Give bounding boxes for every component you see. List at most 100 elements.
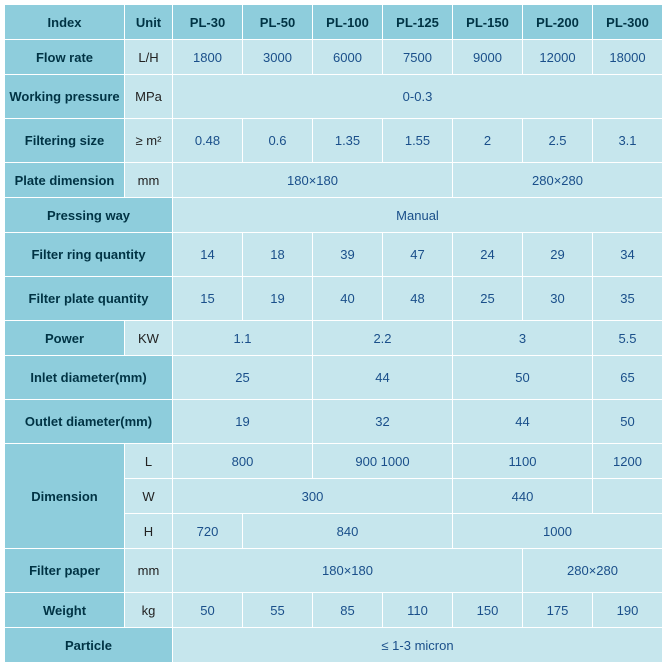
cell: 30 [523,277,593,321]
row-filter-plate-qty: Filter plate quantity 15 19 40 48 25 30 … [5,277,663,321]
cell: 14 [173,233,243,277]
cell: 840 [243,514,453,549]
row-filter-paper: Filter paper mm 180×180 280×280 [5,549,663,593]
row-power: Power KW 1.1 2.2 3 5.5 [5,321,663,356]
cell: 110 [383,593,453,628]
header-row: Index Unit PL-30 PL-50 PL-100 PL-125 PL-… [5,5,663,40]
cell: 39 [313,233,383,277]
row-filtering-size: Filtering size ≥ m² 0.48 0.6 1.35 1.55 2… [5,119,663,163]
row-inlet-diameter: Inlet diameter(mm) 25 44 50 65 [5,356,663,400]
filter-paper-label: Filter paper [5,549,125,593]
cell: 18 [243,233,313,277]
pressing-way-value: Manual [173,198,663,233]
cell: 18000 [593,40,663,75]
filtering-size-unit: ≥ m² [125,119,173,163]
plate-dimension-unit: mm [125,163,173,198]
cell: 44 [453,400,593,444]
flow-rate-label: Flow rate [5,40,125,75]
filter-plate-qty-label: Filter plate quantity [5,277,173,321]
filter-paper-unit: mm [125,549,173,593]
cell: 55 [243,593,313,628]
cell: 190 [593,593,663,628]
cell: 47 [383,233,453,277]
cell: 175 [523,593,593,628]
working-pressure-value: 0-0.3 [173,75,663,119]
row-working-pressure: Working pressure MPa 0-0.3 [5,75,663,119]
filter-ring-qty-label: Filter ring quantity [5,233,173,277]
cell: 48 [383,277,453,321]
row-filter-ring-qty: Filter ring quantity 14 18 39 47 24 29 3… [5,233,663,277]
working-pressure-label: Working pressure [5,75,125,119]
cell: 12000 [523,40,593,75]
cell: 85 [313,593,383,628]
power-label: Power [5,321,125,356]
inlet-diameter-label: Inlet diameter(mm) [5,356,173,400]
cell: 1.35 [313,119,383,163]
cell: 32 [313,400,453,444]
cell: 29 [523,233,593,277]
particle-value: ≤ 1-3 micron [173,628,663,663]
cell: 9000 [453,40,523,75]
dimension-l-unit: L [125,444,173,479]
row-flow-rate: Flow rate L/H 1800 3000 6000 7500 9000 1… [5,40,663,75]
row-pressing-way: Pressing way Manual [5,198,663,233]
hdr-pl50: PL-50 [243,5,313,40]
cell: 1000 [453,514,663,549]
cell: 440 [453,479,593,514]
cell: 300 [173,479,453,514]
plate-dimension-label: Plate dimension [5,163,125,198]
cell: 1100 [453,444,593,479]
row-weight: Weight kg 50 55 85 110 150 175 190 [5,593,663,628]
hdr-pl150: PL-150 [453,5,523,40]
weight-label: Weight [5,593,125,628]
cell: 34 [593,233,663,277]
cell: 1.1 [173,321,313,356]
row-outlet-diameter: Outlet diameter(mm) 19 32 44 50 [5,400,663,444]
cell: 280×280 [453,163,663,198]
cell [593,479,663,514]
cell: 6000 [313,40,383,75]
cell: 280×280 [523,549,663,593]
row-particle: Particle ≤ 1-3 micron [5,628,663,663]
cell: 15 [173,277,243,321]
hdr-pl30: PL-30 [173,5,243,40]
cell: 7500 [383,40,453,75]
dimension-label: Dimension [5,444,125,549]
cell: 3000 [243,40,313,75]
cell: 44 [313,356,453,400]
cell: 2.5 [523,119,593,163]
cell: 35 [593,277,663,321]
cell: 720 [173,514,243,549]
cell: 150 [453,593,523,628]
hdr-pl300: PL-300 [593,5,663,40]
outlet-diameter-label: Outlet diameter(mm) [5,400,173,444]
cell: 1800 [173,40,243,75]
pressing-way-label: Pressing way [5,198,173,233]
filtering-size-label: Filtering size [5,119,125,163]
cell: 50 [593,400,663,444]
cell: 0.48 [173,119,243,163]
hdr-unit: Unit [125,5,173,40]
flow-rate-unit: L/H [125,40,173,75]
cell: 2.2 [313,321,453,356]
cell: 800 [173,444,313,479]
cell: 40 [313,277,383,321]
spec-table: Index Unit PL-30 PL-50 PL-100 PL-125 PL-… [4,4,663,663]
cell: 19 [243,277,313,321]
cell: 5.5 [593,321,663,356]
particle-label: Particle [5,628,173,663]
cell: 3 [453,321,593,356]
hdr-index: Index [5,5,125,40]
working-pressure-unit: MPa [125,75,173,119]
row-plate-dimension: Plate dimension mm 180×180 280×280 [5,163,663,198]
cell: 180×180 [173,163,453,198]
cell: 900 1000 [313,444,453,479]
cell: 1200 [593,444,663,479]
cell: 25 [453,277,523,321]
dimension-w-unit: W [125,479,173,514]
cell: 1.55 [383,119,453,163]
weight-unit: kg [125,593,173,628]
cell: 24 [453,233,523,277]
cell: 180×180 [173,549,523,593]
dimension-h-unit: H [125,514,173,549]
